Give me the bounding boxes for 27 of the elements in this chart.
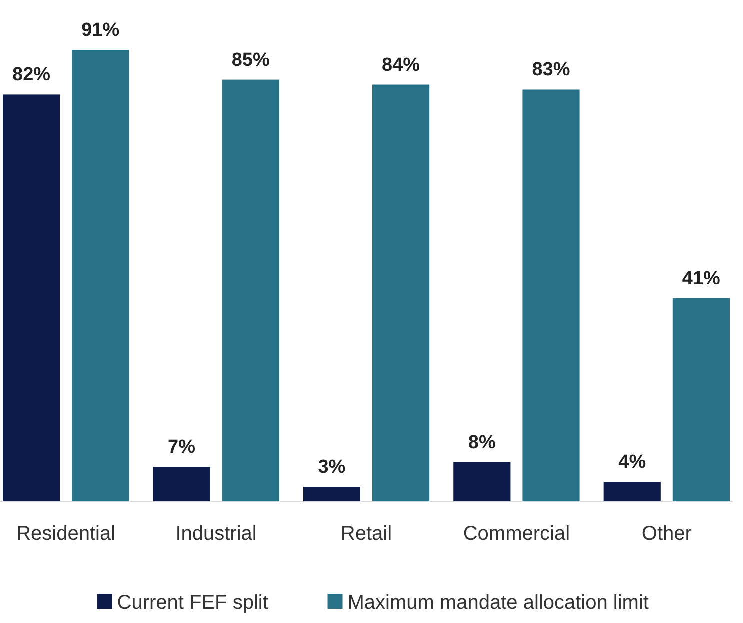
data-label: 84% (382, 54, 420, 76)
data-label: 4% (618, 452, 646, 474)
x-tick-label: Retail (340, 523, 392, 545)
bar (604, 482, 661, 502)
bar (454, 462, 511, 502)
data-label: 7% (168, 437, 196, 458)
data-label: 8% (468, 432, 496, 454)
data-label: 85% (232, 50, 270, 71)
data-label: 91% (82, 20, 120, 41)
legend-label: Current FEF split (117, 592, 269, 614)
data-label: 82% (12, 64, 51, 86)
data-label: 83% (532, 60, 570, 81)
bar (672, 298, 730, 502)
bar (222, 80, 280, 502)
bar (522, 90, 580, 502)
x-tick-label: Residential (16, 523, 116, 545)
x-tick-label: Industrial (176, 523, 257, 545)
data-label: 41% (682, 268, 721, 290)
bar (372, 84, 430, 502)
x-tick-label: Other (642, 523, 692, 545)
bar (303, 487, 360, 502)
bar (3, 94, 60, 502)
bar (153, 467, 210, 502)
x-tick-label: Commercial (463, 523, 570, 545)
legend-label: Maximum mandate allocation limit (348, 592, 650, 614)
data-label: 3% (318, 457, 346, 478)
bar (72, 50, 130, 502)
